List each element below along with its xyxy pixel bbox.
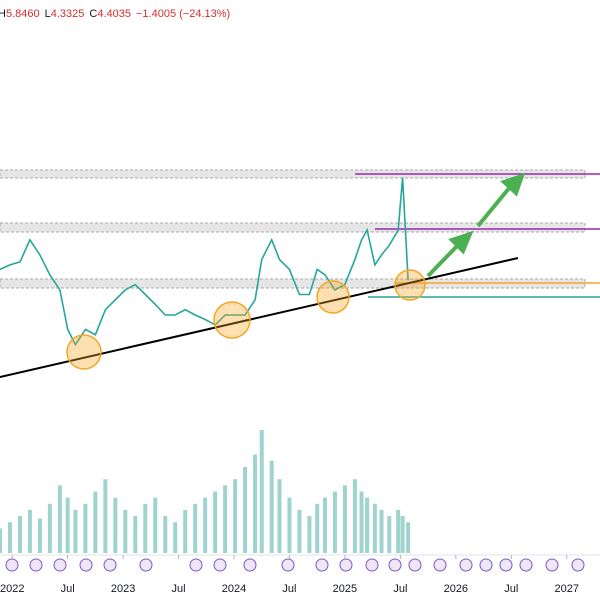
volume-bar [173, 522, 178, 553]
volume-bar [233, 479, 238, 553]
volume-bar [307, 516, 312, 553]
volume-bar [7, 522, 12, 553]
volume-bar [27, 509, 32, 553]
arrows [426, 172, 526, 278]
trend-line [0, 257, 519, 378]
x-tick-label: Jul [504, 583, 518, 595]
volume-bar [352, 479, 357, 553]
volume-bar [269, 460, 274, 553]
volume-bar [297, 509, 302, 553]
volume-bar [332, 491, 337, 553]
ohlc-label: L [45, 8, 51, 20]
volume-bar [47, 503, 52, 553]
volume-bar [37, 518, 42, 553]
x-tick-label: Jul [172, 583, 186, 595]
volume-bar [322, 497, 327, 553]
volume-bar [396, 509, 401, 553]
highlight-circle [213, 301, 251, 339]
volume-bar [203, 497, 208, 553]
ohlc-label: H [0, 8, 6, 20]
volume-bar [406, 522, 411, 553]
volume-bar [259, 430, 264, 553]
arrow [426, 243, 460, 278]
volume-bar [372, 503, 377, 553]
event-icons [5, 558, 585, 572]
volume-bar [163, 516, 168, 553]
volume-bar [143, 503, 148, 553]
ohlc-legend: H5.8460 L4.3325 C4.4035 −1.4005 (−24.13%) [0, 8, 230, 20]
ohlc-text: H5.8460 L4.3325 C4.4035 −1.4005 (−24.13%) [0, 8, 230, 20]
highlights [66, 269, 426, 370]
ohlc-label: C [89, 8, 97, 20]
volume-bar [57, 485, 62, 553]
volume-bar [123, 509, 128, 553]
volume-bar [103, 479, 108, 553]
volume-bar [0, 528, 2, 553]
x-tick-label: Jul [61, 583, 75, 595]
change: −1.4005 (−24.13%) [136, 8, 230, 20]
volume-bar [93, 491, 98, 553]
x-tick-label: 2024 [222, 583, 246, 595]
volume-bar [83, 503, 88, 553]
arrow [476, 185, 512, 228]
volume-bar [17, 516, 22, 553]
x-tick-label: Jul [282, 583, 296, 595]
x-tick-label: 2025 [333, 583, 357, 595]
volume-bar [213, 491, 218, 553]
ohlc-value: 5.8460 [6, 8, 40, 20]
price-line [0, 177, 409, 347]
volume-bar [359, 491, 364, 553]
volume-bar [315, 503, 320, 553]
volume-bar [193, 503, 198, 553]
zone [0, 222, 586, 233]
volume-bar [113, 497, 118, 553]
arrow-head [500, 172, 526, 197]
x-tick-label: 2027 [554, 583, 578, 595]
arrow-head [448, 230, 474, 255]
volume-bar [153, 497, 158, 553]
volume-bar [277, 479, 282, 553]
highlight-circle [316, 280, 350, 314]
volume-bar [73, 509, 78, 553]
ohlc-value: 4.3325 [51, 8, 85, 20]
highlight-circle [394, 269, 426, 301]
volume-bar [65, 497, 70, 553]
volume-bar [253, 454, 258, 553]
ohlc-value: 4.4035 [97, 8, 131, 20]
volume-bar [365, 497, 370, 553]
zone [0, 169, 586, 179]
volume-bar [183, 509, 188, 553]
highlight-circle [66, 334, 102, 370]
volume-bar [342, 485, 347, 553]
volume-bar [287, 497, 292, 553]
volume-bar [223, 485, 228, 553]
x-tick-label: Jul [393, 583, 407, 595]
volume-bar [387, 516, 392, 553]
volume-bar [243, 466, 248, 553]
volume-bar [400, 516, 405, 553]
volume-bar [379, 509, 384, 553]
volume-bar [133, 516, 138, 553]
x-tick-label: 2023 [111, 583, 135, 595]
price-pane [0, 177, 411, 553]
x-tick-label: 2026 [444, 583, 468, 595]
x-tick-label: 2022 [0, 583, 24, 595]
